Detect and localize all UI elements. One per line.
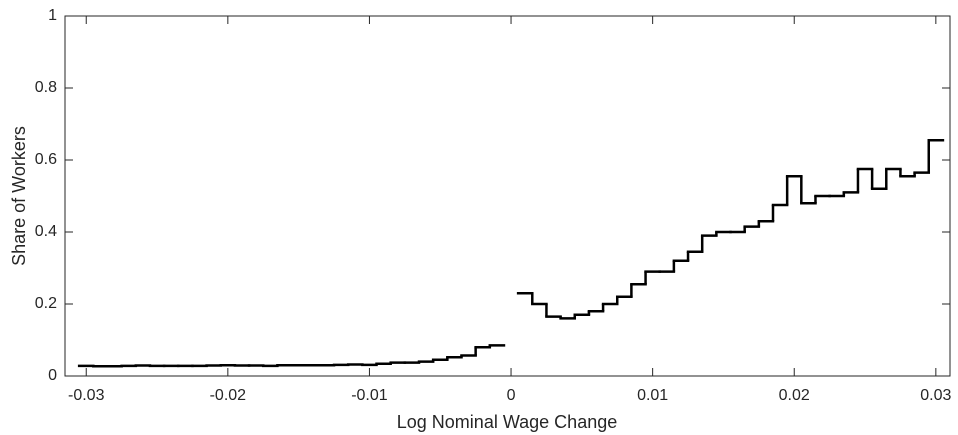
y-tick-label: 0.8 — [35, 79, 57, 96]
x-tick-label: 0 — [507, 387, 516, 404]
y-axis-title: Share of Workers — [9, 126, 29, 266]
x-tick-label: -0.02 — [210, 387, 247, 404]
y-tick-label: 1 — [48, 7, 57, 24]
y-tick-label: 0.2 — [35, 295, 57, 312]
x-tick-label: 0.02 — [779, 387, 810, 404]
x-tick-label: -0.01 — [351, 387, 388, 404]
y-tick-label: 0.6 — [35, 151, 57, 168]
y-tick-label: 0.4 — [35, 223, 57, 240]
y-tick-label: 0 — [48, 367, 57, 384]
plot-frame — [64, 15, 951, 377]
x-axis-title: Log Nominal Wage Change — [397, 412, 617, 432]
x-tick-label: -0.03 — [68, 387, 105, 404]
x-tick-label: 0.03 — [920, 387, 951, 404]
x-tick-label: 0.01 — [637, 387, 668, 404]
